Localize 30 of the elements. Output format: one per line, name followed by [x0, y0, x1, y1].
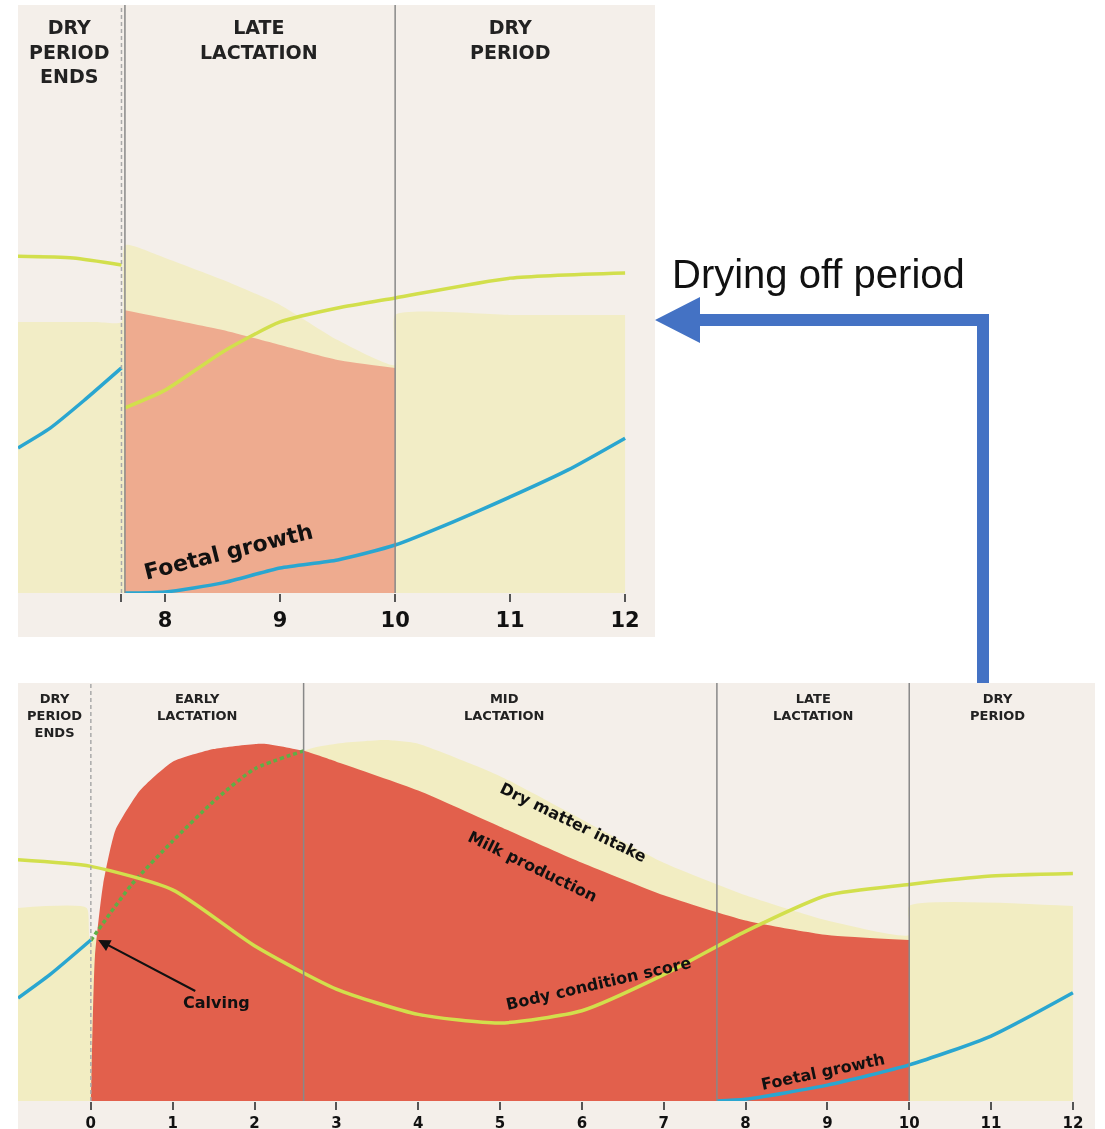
x-tick-label: 3 — [331, 1114, 342, 1129]
x-tick-label: 1 — [167, 1114, 178, 1129]
x-tick-label: 12 — [1062, 1114, 1084, 1129]
x-tick-label: 6 — [576, 1114, 588, 1129]
text: DRY PERIOD — [970, 691, 1026, 723]
text: DRY PERIOD — [470, 16, 551, 63]
x-tick-label: 10 — [380, 608, 410, 633]
text: DRY PERIOD ENDS — [27, 691, 83, 740]
text: EARLY LACTATION — [157, 691, 238, 723]
x-tick-label: 8 — [157, 608, 173, 633]
x-tick-label: 8 — [740, 1114, 751, 1129]
x-tick-label: 5 — [494, 1114, 506, 1129]
text: LATE LACTATION — [200, 16, 318, 63]
text: DRY PERIOD ENDS — [29, 16, 110, 88]
x-tick-label: 11 — [980, 1114, 1002, 1129]
x-tick-label: 9 — [822, 1114, 833, 1129]
x-tick-label: 2 — [249, 1114, 260, 1129]
text: Body condition score — [504, 952, 694, 1014]
x-tick-label: 12 — [610, 608, 640, 633]
x-tick-label: 10 — [898, 1114, 920, 1129]
text: LATE LACTATION — [773, 691, 854, 723]
x-tick-label: 4 — [412, 1114, 424, 1129]
x-tick-label: 7 — [658, 1114, 669, 1129]
text: MID LACTATION — [464, 691, 545, 723]
text: Foetal growth — [759, 1049, 887, 1094]
x-tick-label: 0 — [85, 1114, 97, 1129]
x-tick-label: 11 — [495, 608, 525, 633]
x-tick-label: 9 — [272, 608, 288, 633]
annotation: Calving — [183, 993, 250, 1012]
text: Drying off period — [672, 252, 965, 297]
